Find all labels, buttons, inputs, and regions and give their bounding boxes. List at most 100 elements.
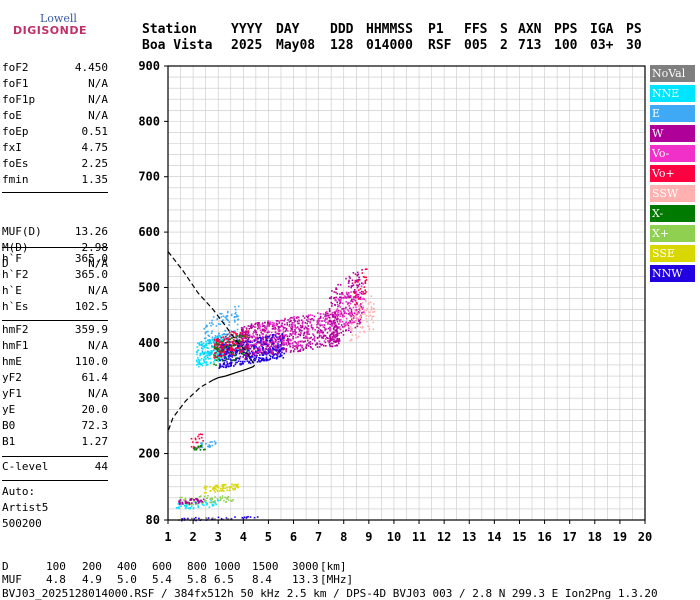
x-tick-label: 5 [265,530,272,544]
echo-point [318,336,321,338]
echo-point [205,517,208,520]
echo-point [278,355,281,358]
echo-point [338,340,341,342]
echo-point [322,337,325,339]
echo-point [316,326,318,329]
echo-point [223,366,225,368]
echo-point [281,338,283,341]
echo-point [230,341,232,343]
echo-point [350,291,352,293]
echo-point [363,331,366,334]
echo-point [232,487,234,490]
echo-point [351,330,353,332]
echo-point [226,345,228,347]
echo-point [220,490,223,492]
echo-point [225,517,228,519]
echo-point [306,328,309,330]
echo-point [357,296,360,298]
param-name: C-level [2,460,49,473]
echo-point [217,353,219,355]
echo-point [248,345,251,347]
echo-point [346,308,349,311]
echo-point [301,340,303,342]
echo-point [222,338,225,340]
echo-point [251,326,253,329]
echo-point [190,499,193,501]
echo-point [181,501,184,504]
echo-point [257,322,260,325]
echo-point [237,357,239,359]
echo-point [233,336,236,339]
echo-point [249,325,251,328]
echo-point [259,348,262,350]
echo-point [238,334,241,337]
echo-point [320,330,323,332]
echo-point [287,337,289,340]
echo-point [232,339,235,341]
echo-point [262,338,265,341]
echo-point [198,344,201,346]
param-row: h`F 365.0 [2,251,108,267]
echo-point [247,344,250,347]
echo-point [286,335,288,338]
echo-point [362,293,364,295]
echo-point [331,313,333,316]
header-value: 713 [518,38,542,53]
echo-point [205,362,207,364]
echo-point [355,301,358,304]
echo-point [364,268,367,270]
echo-point [285,327,288,330]
echo-point [264,341,266,343]
echo-point [333,315,336,317]
echo-point [324,329,326,331]
echo-point [305,346,307,348]
echo-point [293,340,296,343]
echo-point [280,345,282,347]
echo-point [313,336,316,338]
auto-program: Artist5 [2,501,49,514]
echo-point [210,499,212,502]
echo-point [234,363,237,366]
echo-point [217,358,219,361]
param-row: yF1 N/A [2,386,108,402]
echo-point [257,359,260,362]
echo-point [198,500,201,503]
echo-point [331,311,334,314]
echo-point [240,334,242,336]
param-value: 359.9 [74,323,108,336]
echo-point [198,433,200,436]
echo-point [249,359,252,361]
echo-point [176,506,179,509]
echo-point [335,291,337,294]
echo-point [334,324,336,326]
echo-point [282,328,285,331]
echo-point [256,352,258,354]
echo-point [330,320,333,323]
echo-point [276,348,278,351]
echo-point [230,355,232,357]
echo-point [192,503,195,506]
echo-point [297,322,299,325]
echo-point [250,346,253,348]
echo-point [333,326,335,329]
echo-point [313,337,315,340]
echo-point [218,341,221,343]
echo-point [352,321,354,324]
echo-point [240,327,243,329]
echo-point [232,349,234,352]
echo-point [231,341,234,343]
echo-point [330,336,332,338]
echo-traces [175,268,376,522]
echo-point [358,308,361,311]
echo-point [238,340,241,342]
echo-point [331,332,333,335]
echo-point [203,504,205,507]
echo-point [361,290,363,293]
echo-point [234,312,236,315]
echo-point [230,363,232,365]
echo-point [327,340,329,342]
legend-item: W [650,125,695,142]
echo-point [209,362,212,365]
echo-point [217,343,219,346]
echo-point [335,287,337,289]
